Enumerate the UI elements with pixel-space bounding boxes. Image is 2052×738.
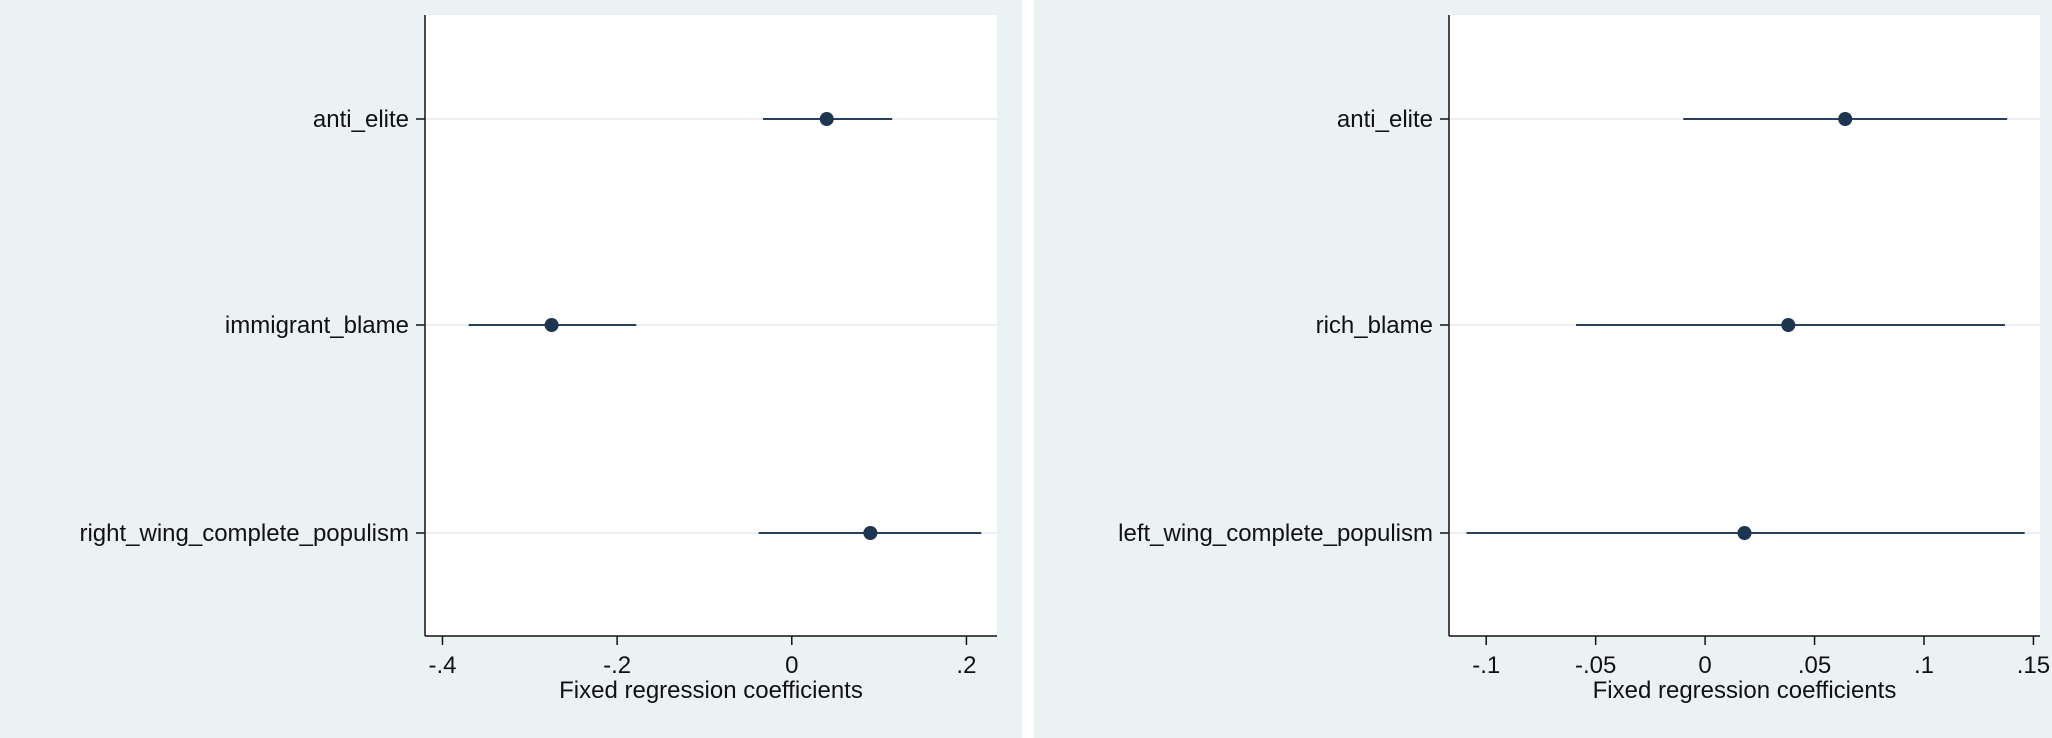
x-ticks: -.1 -.05 0 .05 .1 .15	[1472, 636, 2050, 679]
x-tick-label: -.4	[428, 652, 456, 679]
x-tick-label: .1	[1914, 652, 1934, 679]
y-ticks: anti_elite immigrant_blame right_wing_comp…	[79, 106, 425, 547]
y-tick-label-immigrant-blame: immigrant_blame	[225, 312, 409, 339]
x-tick-label: -.05	[1575, 652, 1616, 679]
left-coefficient-chart: anti_elite immigrant_blame right_wing_comp…	[79, 15, 997, 704]
x-tick-label: .2	[956, 652, 976, 679]
coefficient-point	[819, 112, 834, 126]
x-axis-label: Fixed regression coefficients	[559, 677, 863, 704]
coefficient-point	[1838, 112, 1853, 126]
x-ticks: -.4 -.2 0 .2	[428, 636, 976, 679]
x-tick-label: .15	[2017, 652, 2050, 679]
coefficient-point	[1781, 318, 1796, 332]
coefficient-marks	[468, 112, 982, 540]
x-tick-label: 0	[785, 652, 798, 679]
coefficient-point	[544, 318, 559, 332]
x-tick-label: -.2	[603, 652, 631, 679]
y-tick-label-left-wing-complete-populism: left_wing_complete_populism	[1118, 520, 1433, 547]
y-tick-label-rich-blame: rich_blame	[1316, 312, 1433, 339]
y-tick-label-anti-elite: anti_elite	[1337, 106, 1433, 133]
coefficient-point	[1737, 526, 1752, 540]
coefficient-marks	[1466, 112, 2025, 540]
y-tick-label-anti-elite: anti_elite	[313, 106, 409, 133]
x-tick-label: -.1	[1472, 652, 1500, 679]
y-ticks: anti_elite rich_blame left_wing_complete_p…	[1118, 106, 1449, 547]
x-tick-label: .05	[1798, 652, 1831, 679]
x-tick-label: 0	[1698, 652, 1711, 679]
right-coefficient-chart: anti_elite rich_blame left_wing_complete_p…	[1118, 15, 2050, 704]
coefficient-point	[863, 526, 878, 540]
x-axis-label: Fixed regression coefficients	[1593, 677, 1897, 704]
y-tick-label-right-wing-complete-populism: right_wing_complete_populism	[79, 520, 409, 547]
